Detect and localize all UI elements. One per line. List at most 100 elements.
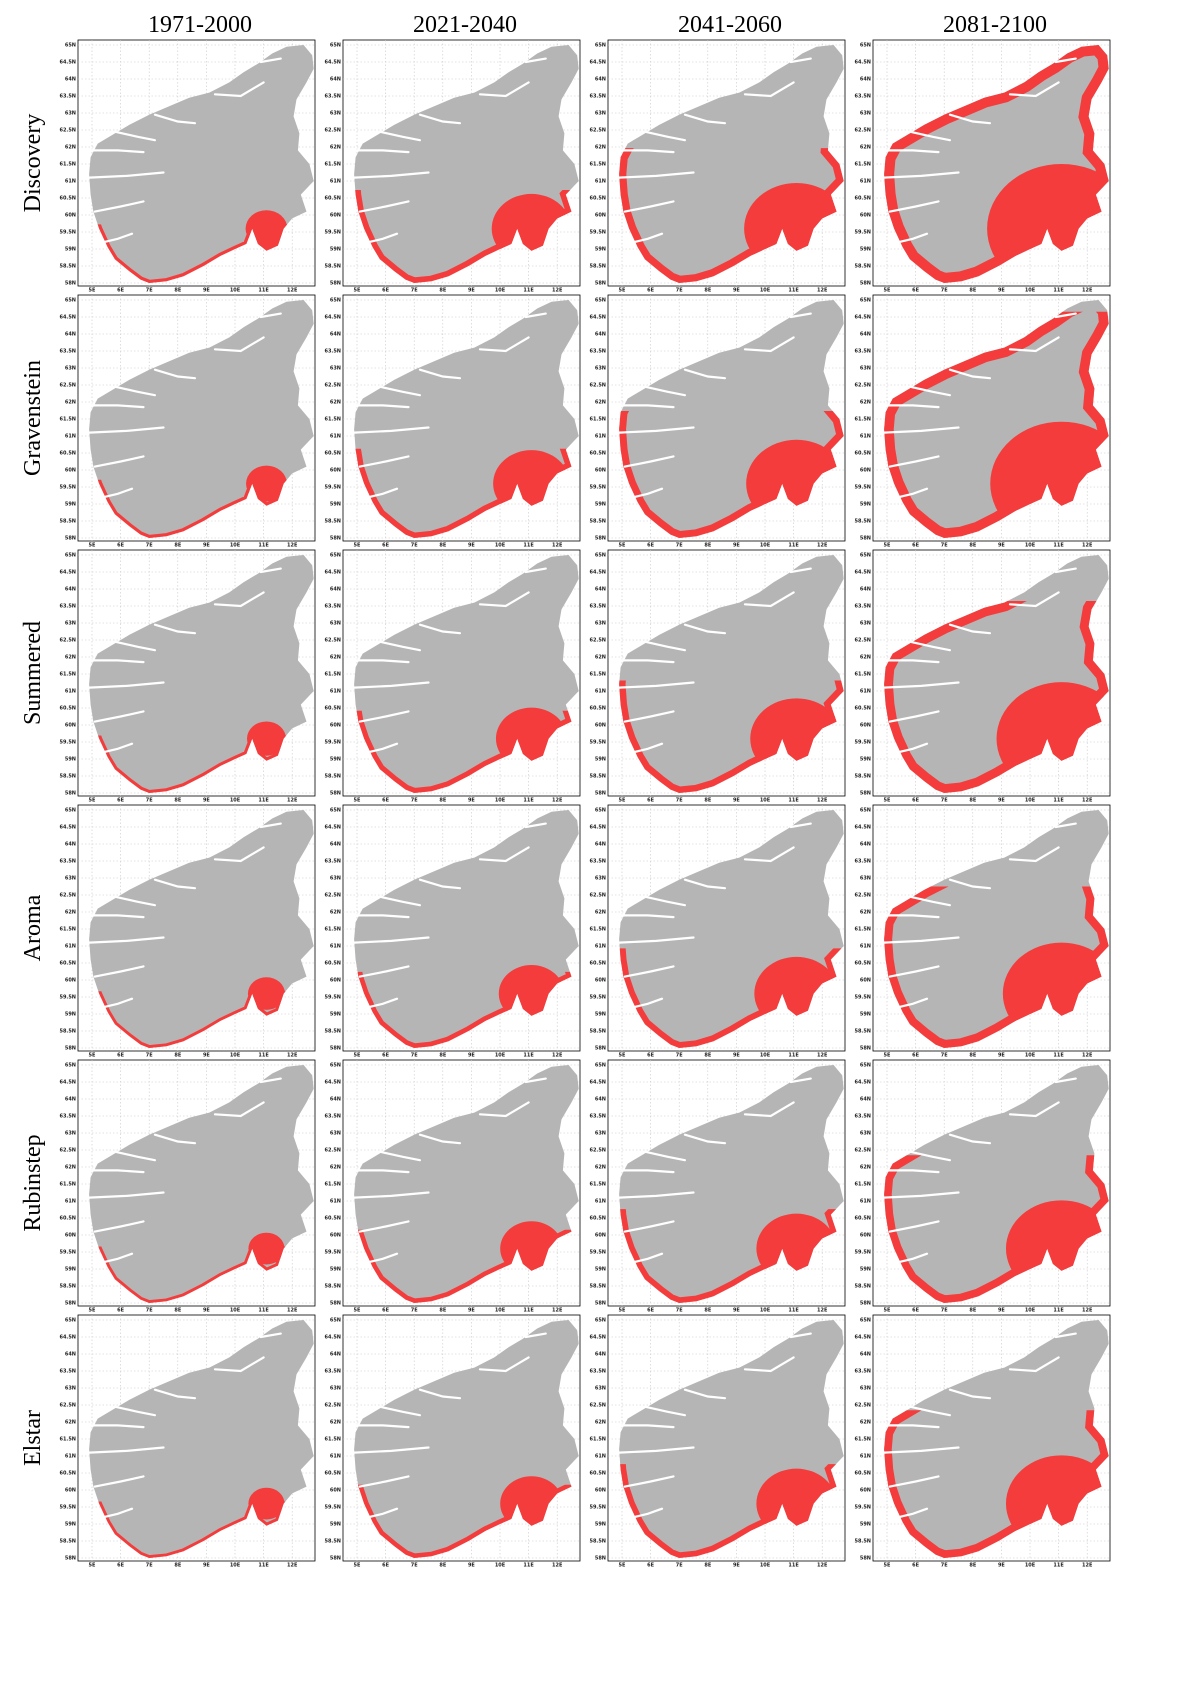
lat-tick-label: 59.5N [854,1505,871,1511]
lat-tick-label: 62N [595,1420,606,1426]
fjord [743,81,795,98]
fjord [478,81,530,98]
lon-tick-label: 8E [174,543,181,549]
fjord [358,200,410,213]
fjord [1054,57,1077,64]
lon-tick-label: 11E [1053,1563,1064,1569]
map-panel: 65N 64.5N 64N 63.5N 63N 62.5N 62N 61.5N 61N 60.5N… [324,549,581,804]
lon-tick-label: 6E [647,798,654,804]
lat-tick-label: 61.5N [589,927,606,933]
lon-tick-label: 11E [523,1563,534,1569]
lat-tick-label: 65N [860,553,871,559]
lat-tick-label: 62N [860,655,871,661]
lat-tick-label: 63.5N [324,859,341,865]
lon-tick-label: 12E [817,543,828,549]
lon-tick-label: 10E [760,543,771,549]
lat-tick-label: 60N [860,1233,871,1239]
lon-tick-label: 10E [495,798,506,804]
lat-tick-label: 58N [595,536,606,542]
lat-tick-label: 62.5N [324,638,341,644]
lat-tick-label: 64N [65,1097,76,1103]
fjord [884,914,940,919]
lat-tick-label: 65N [860,1318,871,1324]
lat-tick-label: 61.5N [854,162,871,168]
lat-tick-label: 60N [595,978,606,984]
lat-tick-label: 61.5N [324,162,341,168]
fjord [683,1388,727,1400]
fjord [883,1446,960,1454]
map-panel: 65N 64.5N 64N 63.5N 63N 62.5N 62N 61.5N 61N 60.5N… [59,294,316,549]
lon-tick-label: 11E [788,543,799,549]
lon-tick-label: 12E [1082,543,1093,549]
lat-tick-label: 59N [65,1267,76,1273]
lat-tick-label: 65N [330,298,341,304]
lon-tick-label: 6E [647,1308,654,1314]
map-panel: 65N 64.5N 64N 63.5N 63N 62.5N 62N 61.5N 61N 60.5N… [854,804,1111,1059]
fjord [478,1356,530,1373]
fjord [1054,1077,1077,1084]
lon-tick-label: 11E [1053,1053,1064,1059]
lat-tick-label: 61N [595,689,606,695]
lat-tick-label: 58.5N [324,774,341,780]
fjord [632,232,664,244]
lon-tick-label: 12E [817,798,828,804]
lon-tick-label: 5E [89,1053,96,1059]
fjord [478,591,530,608]
lat-tick-label: 64N [595,1097,606,1103]
fjord [213,336,265,353]
fjord [789,1332,812,1339]
fjord [789,567,812,574]
lat-tick-label: 61N [330,179,341,185]
fjord [743,1356,795,1373]
fjord [353,936,430,944]
fjord [354,149,410,154]
lat-tick-label: 63N [65,876,76,882]
lon-tick-label: 12E [552,1563,563,1569]
fjord [643,385,687,397]
fjord [789,1077,812,1084]
lon-tick-label: 8E [704,1053,711,1059]
map-panel: 65N 64.5N 64N 63.5N 63N 62.5N 62N 61.5N 61N 60.5N… [59,549,316,804]
lat-tick-label: 58N [330,791,341,797]
lat-tick-label: 61N [860,1199,871,1205]
fjord [358,965,410,978]
lat-tick-label: 59N [860,1267,871,1273]
lon-tick-label: 7E [146,543,153,549]
fjord [632,1252,664,1264]
lat-tick-label: 60N [595,1233,606,1239]
lat-tick-label: 62N [330,1165,341,1171]
lat-tick-label: 62.5N [59,893,76,899]
lon-tick-label: 6E [912,1308,919,1314]
lat-tick-label: 62.5N [59,638,76,644]
row-label: Rubinstep [20,1134,46,1231]
fjord [908,895,952,907]
lat-tick-label: 60N [330,1233,341,1239]
fjord [524,1332,547,1339]
lat-tick-label: 64.5N [589,315,606,321]
fjord [897,997,929,1009]
lon-tick-label: 5E [619,798,626,804]
lat-tick-label: 60.5N [324,961,341,967]
fjord [102,232,134,244]
lon-tick-label: 6E [117,1563,124,1569]
fjord [153,623,197,635]
lat-tick-label: 64.5N [854,570,871,576]
fjord [888,455,940,468]
lat-tick-label: 63.5N [324,1369,341,1375]
fjord [213,81,265,98]
lat-tick-label: 63.5N [324,94,341,100]
lat-tick-label: 60.5N [59,451,76,457]
lat-tick-label: 65N [595,1063,606,1069]
fjord [618,936,695,944]
lat-tick-label: 58N [330,281,341,287]
suitable-area [89,977,314,1048]
fjord [102,1507,134,1519]
fjord [883,171,960,179]
map-panel: 65N 64.5N 64N 63.5N 63N 62.5N 62N 61.5N 61N 60.5N… [589,1314,846,1569]
fjord [1008,81,1060,98]
lat-tick-label: 63.5N [59,1369,76,1375]
fjord [213,591,265,608]
lat-tick-label: 61.5N [589,672,606,678]
lat-tick-label: 63.5N [59,94,76,100]
lon-tick-label: 10E [760,1563,771,1569]
